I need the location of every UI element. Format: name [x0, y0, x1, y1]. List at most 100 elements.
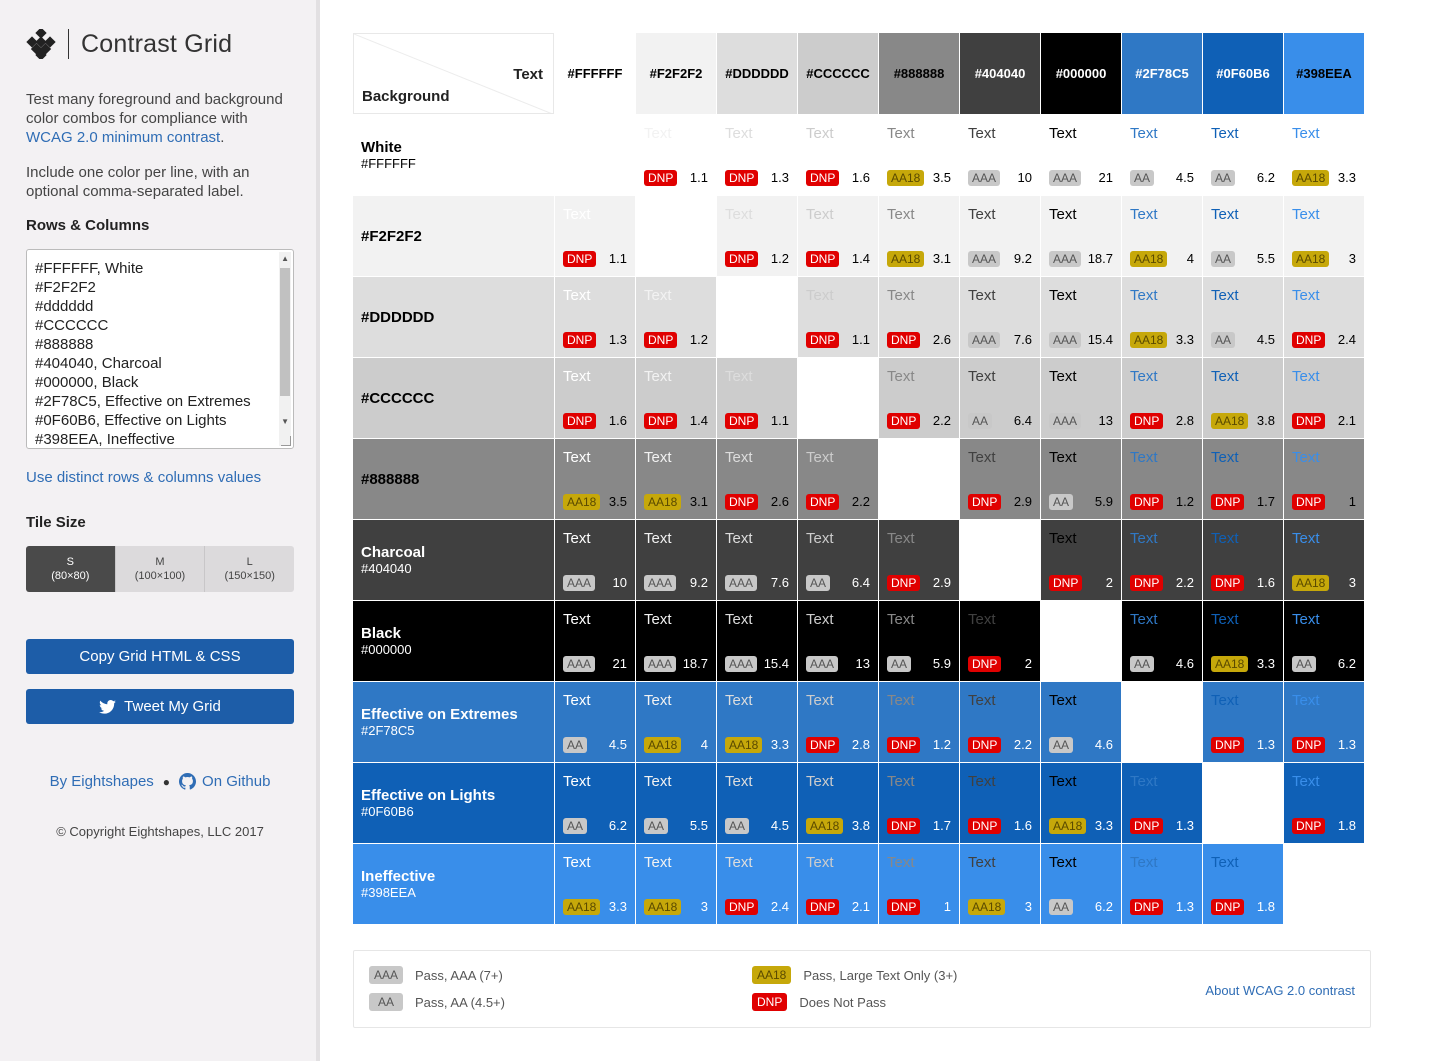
contrast-cell: Text AA 4.5 — [1202, 276, 1283, 357]
contrast-ratio: 1.4 — [689, 413, 708, 428]
contrast-ratio: 1.3 — [1175, 899, 1194, 914]
column-header: #398EEA — [1283, 33, 1364, 114]
grid-row: Ineffective #398EEA Text AA18 3.3 Text AA18 3 Te… — [353, 843, 1364, 924]
rating-badge: DNP — [887, 575, 921, 591]
contrast-ratio: 2.8 — [1175, 413, 1194, 428]
distinct-values-link[interactable]: Use distinct rows & columns values — [26, 469, 262, 486]
contrast-ratio: 3.3 — [1175, 332, 1194, 347]
sample-text: Text — [563, 206, 591, 223]
rating-badge: AAA — [1049, 170, 1082, 186]
contrast-ratio: 1 — [1348, 494, 1356, 509]
contrast-cell: Text DNP 2.6 — [716, 438, 797, 519]
contrast-cell: Text DNP 1.6 — [554, 357, 635, 438]
contrast-cell: Text AAA 7.6 — [959, 276, 1040, 357]
rating-badge: AAA — [1049, 413, 1082, 429]
github-icon[interactable] — [179, 773, 197, 790]
contrast-cell: Text AA 5.5 — [1202, 195, 1283, 276]
resize-handle-icon[interactable] — [281, 436, 291, 446]
tweet-grid-button[interactable]: Tweet My Grid — [26, 689, 294, 724]
contrast-ratio: 4.5 — [1175, 170, 1194, 185]
row-label: Ineffective — [361, 868, 436, 885]
rating-badge: AA18 — [1049, 818, 1087, 834]
contrast-ratio: 2.2 — [851, 494, 870, 509]
contrast-ratio: 21 — [1098, 170, 1113, 185]
sample-text: Text — [806, 773, 834, 790]
sample-text: Text — [1130, 125, 1158, 142]
grid-row: #F2F2F2 Text DNP 1.1 Text DNP 1.2 Text DNP 1.4 Tex… — [353, 195, 1364, 276]
sample-text: Text — [806, 449, 834, 466]
contrast-cell: Text AA 4.5 — [1121, 114, 1202, 195]
contrast-cell: Text AA 6.2 — [554, 762, 635, 843]
sample-text: Text — [1211, 611, 1239, 628]
scroll-up-icon[interactable]: ▲ — [281, 254, 289, 263]
eightshapes-link[interactable]: By Eightshapes — [49, 773, 154, 790]
contrast-ratio: 6.2 — [608, 818, 627, 833]
contrast-ratio: 1.6 — [1256, 575, 1275, 590]
contrast-ratio: 4.5 — [770, 818, 789, 833]
sample-text: Text — [725, 611, 753, 628]
contrast-ratio: 21 — [612, 656, 627, 671]
contrast-ratio: 4 — [700, 737, 708, 752]
colors-textarea-value[interactable]: #FFFFFF, White #F2F2F2 #dddddd #CCCCCC #… — [35, 260, 251, 448]
row-hex: #2F78C5 — [361, 723, 415, 738]
rating-badge: DNP — [1130, 413, 1164, 429]
rating-badge: DNP — [887, 737, 921, 753]
rating-badge: DNP — [1292, 737, 1326, 753]
rating-badge: AAA — [968, 170, 1001, 186]
grid-row: #CCCCCC Text DNP 1.6 Text DNP 1.4 Text DNP 1.1 Tex… — [353, 357, 1364, 438]
tile-size-l[interactable]: L (150×150) — [205, 546, 294, 592]
contrast-cell: Text AAA 7.6 — [716, 519, 797, 600]
scroll-down-icon[interactable]: ▼ — [281, 417, 289, 426]
colors-textarea[interactable]: #FFFFFF, White #F2F2F2 #dddddd #CCCCCC #… — [26, 249, 294, 449]
row-header: Black #000000 — [353, 600, 554, 681]
rating-badge: AAA — [644, 656, 677, 672]
rating-badge: AA18 — [1211, 413, 1249, 429]
sample-text: Text — [1049, 692, 1077, 709]
contrast-ratio: 1.1 — [689, 170, 708, 185]
contrast-ratio: 6.2 — [1337, 656, 1356, 671]
sample-text: Text — [1211, 125, 1239, 142]
contrast-ratio: 4 — [1186, 251, 1194, 266]
rating-badge: AAA — [1049, 332, 1082, 348]
tile-size-letter: S — [66, 556, 74, 568]
contrast-ratio: 2.1 — [851, 899, 870, 914]
contrast-cell: Text AA18 3 — [635, 843, 716, 924]
sample-text: Text — [725, 125, 753, 142]
sample-text: Text — [1130, 854, 1158, 871]
eightshapes-logo-icon — [26, 29, 56, 59]
contrast-ratio: 2.2 — [932, 413, 951, 428]
contrast-ratio: 2.1 — [1337, 413, 1356, 428]
contrast-ratio: 3.8 — [851, 818, 870, 833]
tile-size-m[interactable]: M (100×100) — [115, 546, 206, 592]
contrast-ratio: 1.2 — [770, 251, 789, 266]
contrast-cell: Text AA 6.2 — [1202, 114, 1283, 195]
sample-text: Text — [1130, 773, 1158, 790]
empty-cell — [959, 519, 1040, 600]
column-header: #0F60B6 — [1202, 33, 1283, 114]
contrast-cell: Text AA 4.5 — [716, 762, 797, 843]
sample-text: Text — [887, 854, 915, 871]
sample-text: Text — [887, 206, 915, 223]
contrast-ratio: 2.9 — [1013, 494, 1032, 509]
contrast-cell: Text AA18 3.1 — [878, 195, 959, 276]
grid-header-row: Text Background #FFFFFF #F2F2F2 #DDDDDD #CC… — [353, 33, 1364, 114]
sample-text: Text — [806, 530, 834, 547]
rating-badge: AA — [1130, 656, 1155, 672]
copy-grid-button[interactable]: Copy Grid HTML & CSS — [26, 639, 294, 674]
contrast-ratio: 3.3 — [770, 737, 789, 752]
legend: AAA Pass, AAA (7+) AA Pass, AA (4.5+) AA… — [353, 950, 1371, 1028]
rating-badge: AA18 — [644, 899, 682, 915]
contrast-cell: Text AAA 18.7 — [635, 600, 716, 681]
rating-badge: DNP — [887, 413, 921, 429]
sample-text: Text — [1049, 368, 1077, 385]
sample-text: Text — [968, 449, 996, 466]
contrast-ratio: 15.4 — [763, 656, 789, 671]
textarea-scrollbar-thumb[interactable] — [280, 268, 290, 396]
about-wcag-link[interactable]: About WCAG 2.0 contrast — [1205, 983, 1355, 998]
wcag-link[interactable]: WCAG 2.0 minimum contrast — [26, 129, 221, 146]
row-header: White #FFFFFF — [353, 114, 554, 195]
rating-badge: DNP — [1049, 575, 1083, 591]
github-link[interactable]: On Github — [202, 773, 271, 790]
tile-size-s[interactable]: S (80×80) — [26, 546, 116, 592]
